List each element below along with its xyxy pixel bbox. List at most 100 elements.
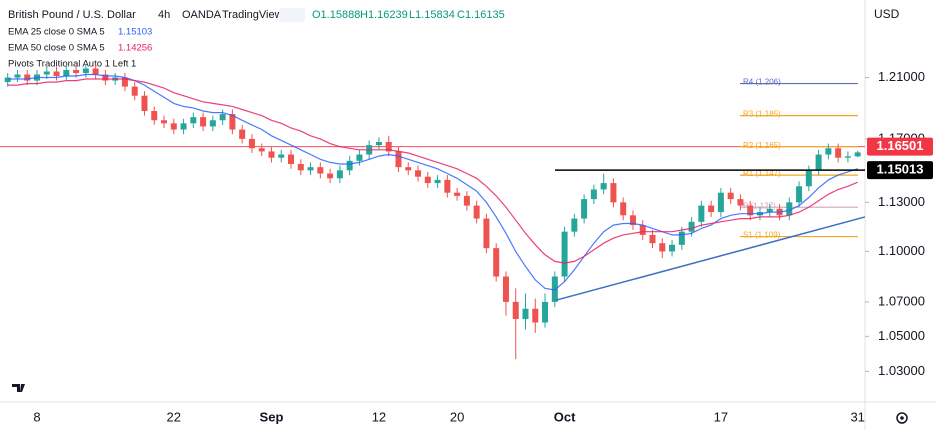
pivot-label: P (1.127) xyxy=(743,201,776,210)
candle-body xyxy=(678,231,685,245)
candle-body xyxy=(815,154,822,171)
trendline xyxy=(555,216,866,301)
candle-body xyxy=(297,164,304,171)
candle-body xyxy=(747,205,754,216)
candle-body xyxy=(600,183,607,190)
candle-body xyxy=(542,301,549,323)
candle-body xyxy=(170,123,177,130)
ohlc-high: H1.16239 xyxy=(360,9,408,21)
candle-body xyxy=(82,68,89,74)
candle-body xyxy=(522,308,529,320)
price-label-box xyxy=(867,137,933,156)
candle-body xyxy=(727,192,734,200)
ema-line xyxy=(7,78,858,264)
candle-body xyxy=(737,199,744,206)
candle-body xyxy=(141,95,148,112)
x-tick-label: 20 xyxy=(450,409,464,424)
legend-ema25-value: 1.15103 xyxy=(118,27,152,38)
candle-body xyxy=(219,114,226,121)
tv-logo xyxy=(12,384,25,392)
candle-body xyxy=(327,173,334,179)
candle-body xyxy=(581,199,588,219)
price-label: 1.15013 xyxy=(877,162,924,177)
ohlc-close: C1.16135 xyxy=(457,9,505,21)
candle-body xyxy=(766,208,773,213)
candle-body xyxy=(854,152,861,157)
candle-body xyxy=(786,202,793,216)
currency[interactable]: USD xyxy=(874,7,900,21)
candle-body xyxy=(669,244,676,252)
candle-body xyxy=(717,192,724,213)
candle-body xyxy=(375,141,382,146)
candle-body xyxy=(649,234,656,244)
compare-button[interactable] xyxy=(279,8,305,22)
candle-body xyxy=(620,202,627,216)
x-tick-label: Oct xyxy=(554,409,576,424)
candle-body xyxy=(698,205,705,222)
candle-body xyxy=(796,186,803,203)
pivot-label: R4 (1.206) xyxy=(743,78,781,87)
candle-body xyxy=(336,170,343,179)
candle-body xyxy=(209,120,216,127)
candle-body xyxy=(346,160,353,171)
y-tick-label: 1.03000 xyxy=(878,363,925,378)
candle-body xyxy=(835,148,842,158)
candle-body xyxy=(248,138,255,149)
x-tick-label: Sep xyxy=(260,409,284,424)
candle-body xyxy=(473,205,480,219)
candle-body xyxy=(180,123,187,130)
ohlc-low: L1.15834 xyxy=(409,9,455,21)
candle-body xyxy=(73,70,80,74)
plot-area: R4 (1.206) R3 (1.185) R2 (1.165) R1 (1.147)… xyxy=(0,64,866,360)
candle-body xyxy=(532,308,539,323)
price-label: 1.16501 xyxy=(877,138,924,153)
candle-body xyxy=(639,225,646,235)
legend-ema25: EMA 25 close 0 SMA 5 xyxy=(8,27,105,38)
candle-body xyxy=(317,167,324,174)
y-tick-label: 1.10000 xyxy=(878,243,925,258)
candle-body xyxy=(268,151,275,158)
candle-body xyxy=(4,77,11,83)
candle-body xyxy=(14,74,21,78)
candle-body xyxy=(229,114,236,130)
candle-body xyxy=(405,167,412,171)
candle-body xyxy=(131,86,138,96)
x-tick-label: 22 xyxy=(167,409,181,424)
pivot-label: R2 (1.165) xyxy=(743,141,781,150)
y-tick-label: 1.07000 xyxy=(878,293,925,308)
candle-body xyxy=(53,71,60,77)
candle-body xyxy=(415,170,422,177)
ohlc-open: O1.15888 xyxy=(312,9,360,21)
candle-body xyxy=(288,154,295,165)
candle-body xyxy=(258,148,265,152)
legend-ema50-value: 1.14256 xyxy=(118,43,152,54)
candle-body xyxy=(493,248,500,277)
candle-body xyxy=(590,189,597,200)
candle-body xyxy=(454,192,461,196)
candle-body xyxy=(844,156,851,158)
candle-body xyxy=(561,231,568,277)
platform: TradingView xyxy=(222,9,283,21)
candle-body xyxy=(239,129,246,139)
settings-icon[interactable] xyxy=(896,412,908,424)
x-tick-label: 17 xyxy=(714,409,728,424)
candle-body xyxy=(483,218,490,249)
candle-body xyxy=(629,215,636,226)
candle-body xyxy=(307,167,314,171)
candle-body xyxy=(151,111,158,121)
candle-body xyxy=(825,148,832,155)
candle-body xyxy=(502,276,509,302)
candle-body xyxy=(805,170,812,187)
candle-body xyxy=(278,154,285,158)
broker: OANDA xyxy=(182,9,222,21)
x-tick-label: 8 xyxy=(33,409,40,424)
candle-body xyxy=(512,301,519,320)
candle-body xyxy=(708,205,715,213)
candle-body xyxy=(24,74,31,81)
candle-body xyxy=(385,141,392,152)
pivot-label: S1 (1.109) xyxy=(743,231,781,240)
y-tick-label: 1.21000 xyxy=(878,69,925,84)
candle-body xyxy=(610,183,617,203)
legend-ema50: EMA 50 close 0 SMA 5 xyxy=(8,43,105,54)
